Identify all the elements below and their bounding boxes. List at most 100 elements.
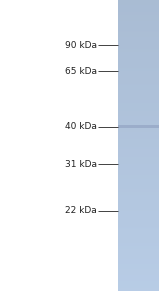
Bar <box>118 100 159 101</box>
Bar <box>118 128 159 129</box>
Bar <box>118 281 159 282</box>
Bar <box>118 278 159 279</box>
Bar <box>118 20 159 21</box>
Bar <box>118 161 159 162</box>
Bar <box>118 96 159 97</box>
Bar <box>118 0 159 1</box>
Bar <box>118 40 159 41</box>
Bar <box>118 121 159 122</box>
Bar <box>118 193 159 194</box>
Bar <box>118 90 159 91</box>
Bar <box>118 86 159 87</box>
Bar <box>118 203 159 204</box>
Text: 31 kDa: 31 kDa <box>65 160 97 169</box>
Bar <box>118 140 159 142</box>
Bar <box>118 163 159 164</box>
Bar <box>118 232 159 233</box>
Bar <box>118 79 159 81</box>
Bar <box>118 101 159 102</box>
Bar <box>118 127 159 128</box>
Bar <box>118 2 159 3</box>
Bar <box>118 271 159 273</box>
Bar <box>118 226 159 227</box>
Bar <box>118 230 159 231</box>
Bar <box>118 28 159 29</box>
Bar <box>118 227 159 228</box>
Bar <box>118 223 159 224</box>
Bar <box>118 267 159 268</box>
Bar <box>118 160 159 161</box>
Bar <box>118 270 159 272</box>
Bar <box>118 134 159 136</box>
Bar <box>118 56 159 57</box>
Bar <box>118 184 159 185</box>
Bar <box>118 273 159 274</box>
Bar <box>118 131 159 132</box>
Bar <box>118 200 159 202</box>
Bar <box>118 224 159 225</box>
Bar <box>118 59 159 60</box>
Bar <box>118 242 159 244</box>
Bar <box>118 245 159 246</box>
Bar <box>118 155 159 156</box>
Bar <box>118 102 159 103</box>
Bar <box>118 33 159 34</box>
Bar <box>118 57 159 58</box>
Bar <box>118 141 159 143</box>
Bar <box>118 165 159 166</box>
Bar <box>118 62 159 63</box>
Bar <box>118 145 159 146</box>
Bar <box>118 78 159 79</box>
Bar <box>118 17 159 18</box>
Bar <box>118 187 159 188</box>
Bar <box>118 229 159 230</box>
Bar <box>118 200 159 201</box>
Bar <box>118 107 159 108</box>
Bar <box>118 174 159 175</box>
Bar <box>118 98 159 99</box>
Bar <box>118 76 159 78</box>
Bar <box>118 92 159 93</box>
Bar <box>118 198 159 200</box>
Bar <box>118 21 159 22</box>
Bar <box>118 41 159 43</box>
Bar <box>118 290 159 291</box>
Bar <box>118 194 159 195</box>
Bar <box>118 61 159 62</box>
Bar <box>118 191 159 192</box>
Bar <box>118 23 159 24</box>
Bar <box>118 162 159 163</box>
Bar <box>118 282 159 283</box>
Bar <box>118 136 159 137</box>
Bar <box>118 8 159 9</box>
Bar <box>118 236 159 238</box>
Bar <box>118 285 159 286</box>
Bar <box>118 137 159 139</box>
Bar <box>118 175 159 177</box>
Bar <box>118 30 159 31</box>
Bar <box>118 220 159 221</box>
Bar <box>118 102 159 104</box>
Bar <box>118 206 159 207</box>
Bar <box>118 284 159 285</box>
Bar <box>118 164 159 165</box>
Bar <box>118 3 159 4</box>
Bar <box>118 253 159 254</box>
Bar <box>118 118 159 119</box>
Bar <box>118 238 159 239</box>
Bar <box>118 13 159 15</box>
Text: 22 kDa: 22 kDa <box>65 207 97 215</box>
Bar <box>118 119 159 120</box>
Bar <box>118 132 159 133</box>
Bar <box>118 6 159 7</box>
Bar <box>118 64 159 65</box>
Bar <box>118 99 159 100</box>
Bar <box>118 272 159 274</box>
Bar <box>118 274 159 276</box>
Bar <box>118 250 159 251</box>
Bar <box>118 204 159 206</box>
Bar <box>118 73 159 75</box>
Bar <box>118 66 159 67</box>
Bar <box>118 104 159 106</box>
Bar <box>118 51 159 52</box>
